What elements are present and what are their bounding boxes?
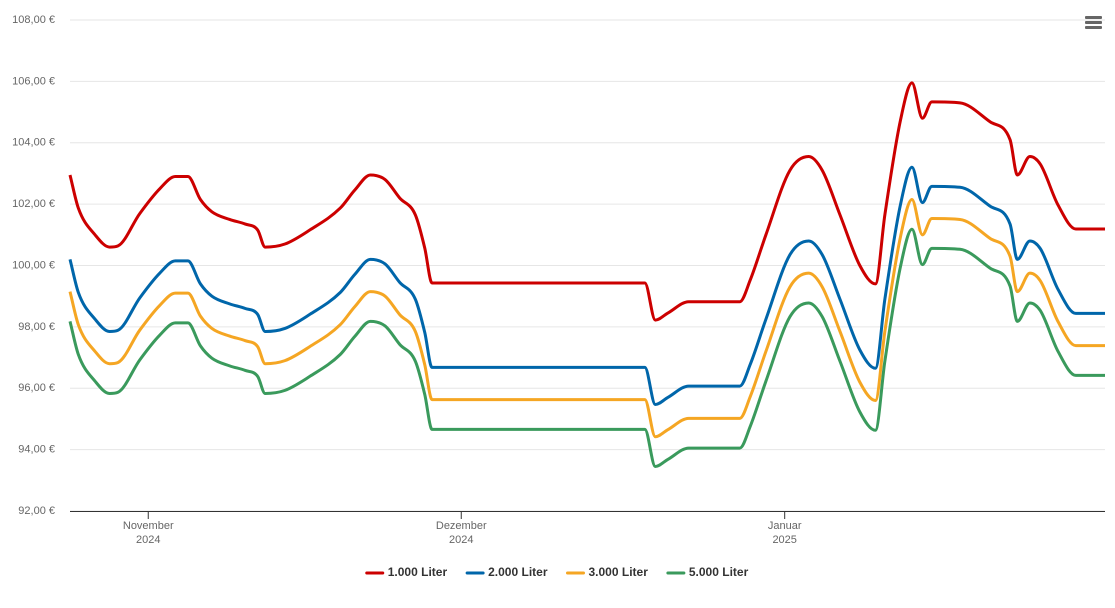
series-line [68, 81, 1105, 322]
menu-icon[interactable] [1085, 16, 1102, 29]
legend: 1.000 Liter 2.000 Liter 3.000 Liter 5.000 L… [365, 565, 749, 579]
y-tick-label: 94,00 € [18, 444, 55, 456]
series-line [68, 198, 1105, 439]
menu-bar [1085, 21, 1102, 24]
y-tick-label: 106,00 € [12, 75, 55, 87]
y-tick-label: 104,00 € [12, 137, 55, 149]
legend-label: 5.000 Liter [689, 565, 749, 579]
legend-label: 2.000 Liter [488, 565, 548, 579]
y-tick-label: 102,00 € [12, 198, 55, 210]
series-line [68, 165, 1105, 407]
x-tick-label: Januar 2025 [768, 520, 802, 546]
series-line [68, 227, 1105, 469]
legend-label: 1.000 Liter [388, 565, 448, 579]
x-tick-label: November 2024 [123, 520, 174, 546]
y-tick-label: 92,00 € [18, 505, 55, 517]
y-tick-label: 98,00 € [18, 321, 55, 333]
y-tick-label: 108,00 € [12, 14, 55, 26]
legend-item[interactable]: 3.000 Liter [566, 565, 649, 579]
y-tick-label: 100,00 € [12, 259, 55, 271]
menu-bar [1085, 16, 1102, 19]
x-tick-label: Dezember 2024 [436, 520, 487, 546]
legend-item[interactable]: 2.000 Liter [465, 565, 548, 579]
legend-label: 3.000 Liter [589, 565, 649, 579]
legend-item[interactable]: 5.000 Liter [666, 565, 749, 579]
y-tick-label: 96,00 € [18, 382, 55, 394]
menu-bar [1085, 26, 1102, 29]
legend-item[interactable]: 1.000 Liter [365, 565, 448, 579]
